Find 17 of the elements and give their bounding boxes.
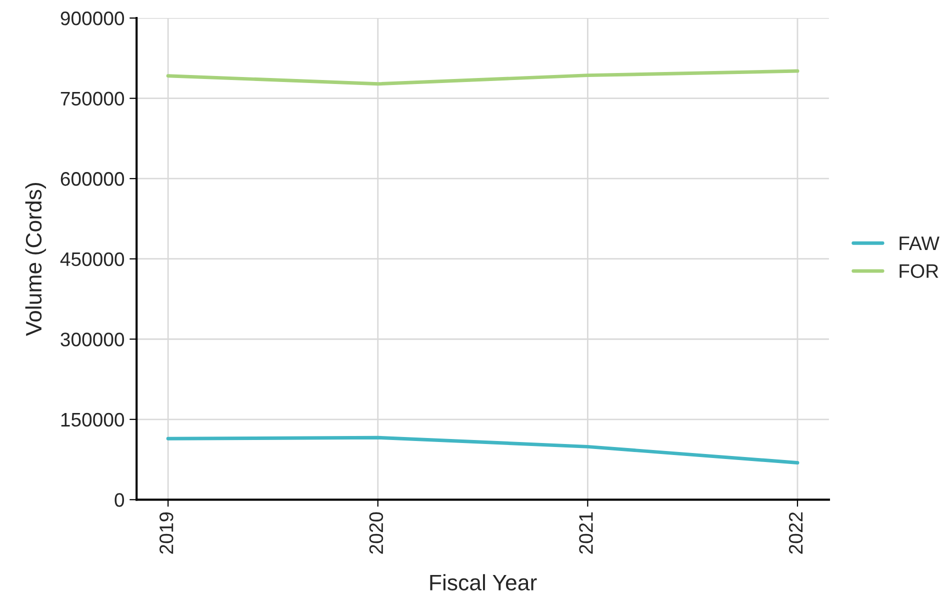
y-tick-label: 450000 bbox=[60, 252, 124, 266]
legend-label: FOR bbox=[900, 264, 938, 278]
x-axis-title: Fiscal Year bbox=[430, 574, 537, 590]
y-axis-title: Volume (Cords) bbox=[25, 183, 46, 336]
line-series bbox=[166, 69, 800, 86]
x-tick-label: 2021 bbox=[579, 512, 593, 554]
legend-label: FAW bbox=[900, 236, 940, 250]
y-tick-label: 150000 bbox=[61, 412, 124, 427]
y-tick-label: 750000 bbox=[60, 92, 124, 106]
x-tick-label: 2022 bbox=[788, 512, 803, 554]
y-tick-label: 600000 bbox=[60, 172, 124, 186]
x-tick-label: 2019 bbox=[160, 512, 174, 554]
line-series bbox=[166, 436, 800, 464]
x-tick-label: 2020 bbox=[369, 512, 384, 554]
y-tick-label: 0 bbox=[114, 493, 124, 507]
y-tick-label: 900000 bbox=[60, 12, 124, 26]
y-tick-label: 300000 bbox=[60, 332, 124, 346]
